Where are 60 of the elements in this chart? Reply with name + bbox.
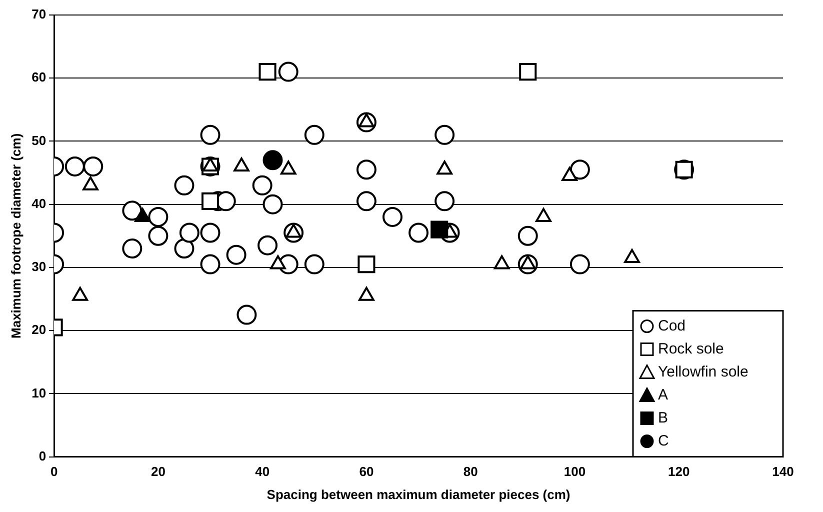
y-tick-label: 50 bbox=[32, 132, 46, 148]
legend-label: Rock sole bbox=[658, 340, 724, 358]
point bbox=[122, 200, 142, 221]
y-tick-label: 60 bbox=[32, 70, 46, 85]
point bbox=[262, 150, 283, 170]
y-tick-label: 40 bbox=[32, 196, 46, 211]
point bbox=[434, 124, 455, 145]
point bbox=[226, 244, 246, 265]
point bbox=[148, 226, 168, 246]
point bbox=[179, 222, 200, 243]
legend-label: A bbox=[658, 386, 668, 404]
point bbox=[356, 191, 376, 212]
point bbox=[304, 124, 324, 145]
legend-label: Yellowfin sole bbox=[658, 363, 748, 380]
x-tick-label: 120 bbox=[668, 464, 690, 480]
x-tick-label: 20 bbox=[150, 464, 166, 480]
point bbox=[64, 156, 85, 176]
x-tick-label: 80 bbox=[463, 464, 478, 480]
point bbox=[83, 156, 104, 176]
y-tick-label: 0 bbox=[38, 448, 46, 464]
point bbox=[430, 220, 448, 238]
x-tick-label: 40 bbox=[255, 464, 270, 480]
point bbox=[304, 254, 324, 274]
point bbox=[122, 238, 142, 259]
x-tick-label: 140 bbox=[772, 464, 794, 480]
point bbox=[570, 254, 590, 274]
x-tick-label: 100 bbox=[564, 464, 586, 480]
point bbox=[408, 222, 429, 243]
point bbox=[382, 206, 402, 227]
legend-label: Cod bbox=[658, 317, 686, 334]
point bbox=[434, 191, 455, 212]
point bbox=[174, 238, 194, 259]
point bbox=[148, 206, 168, 227]
y-tick-label: 20 bbox=[32, 322, 46, 338]
y-tick-label: 30 bbox=[32, 259, 46, 274]
y-tick-label: 70 bbox=[32, 6, 46, 22]
point bbox=[201, 192, 220, 210]
point bbox=[236, 304, 257, 325]
point bbox=[258, 235, 278, 256]
point bbox=[174, 175, 194, 196]
point bbox=[262, 194, 283, 214]
y-tick-label: 10 bbox=[32, 385, 46, 400]
point bbox=[356, 160, 376, 180]
point bbox=[258, 63, 276, 81]
legend-label: B bbox=[658, 409, 668, 426]
y-axis-title: Maximum footrope diameter (cm) bbox=[8, 133, 24, 338]
point bbox=[675, 160, 693, 178]
point bbox=[278, 62, 298, 82]
point bbox=[200, 254, 220, 274]
point bbox=[358, 256, 376, 274]
x-tick-label: 0 bbox=[50, 464, 58, 480]
point bbox=[519, 63, 537, 81]
legend-label: C bbox=[658, 432, 669, 450]
point bbox=[200, 124, 220, 145]
x-tick-label: 60 bbox=[359, 464, 374, 480]
point bbox=[200, 222, 220, 243]
point bbox=[518, 226, 538, 246]
point bbox=[252, 175, 272, 196]
point bbox=[570, 160, 590, 180]
x-axis-title: Spacing between maximum diameter pieces (cm) bbox=[266, 486, 570, 502]
